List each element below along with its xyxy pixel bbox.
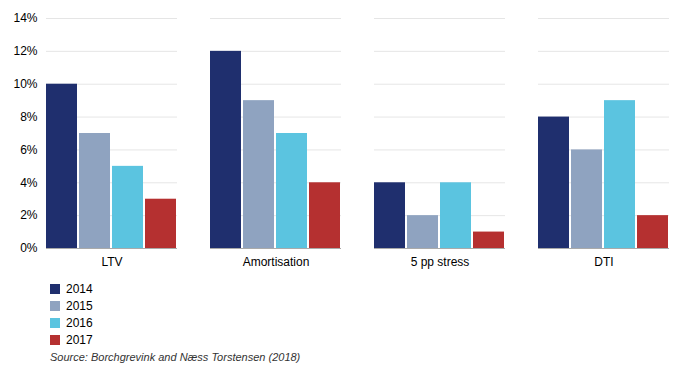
svg-text:4%: 4% <box>20 176 38 190</box>
svg-text:6%: 6% <box>20 143 38 157</box>
svg-text:LTV: LTV <box>101 255 122 269</box>
html-text:2017: 2017 <box>66 333 93 347</box>
svg-text:0%: 0% <box>20 241 38 255</box>
svg-text:Amortisation: Amortisation <box>243 255 310 269</box>
svg-text:8%: 8% <box>20 110 38 124</box>
svg-text:12%: 12% <box>13 44 37 58</box>
html-text:2015: 2015 <box>66 299 93 313</box>
html-text:2016: 2016 <box>66 316 93 330</box>
svg-text:14%: 14% <box>13 11 37 25</box>
svg-text:5 pp stress: 5 pp stress <box>411 255 470 269</box>
svg-text:10%: 10% <box>13 77 37 91</box>
html-text:Source: Borchgrevink and Næss: Source: Borchgrevink and Næss Torstensen… <box>50 351 301 363</box>
svg-text:2%: 2% <box>20 208 38 222</box>
svg-text:DTI: DTI <box>594 255 613 269</box>
html-text:2014: 2014 <box>66 282 93 296</box>
